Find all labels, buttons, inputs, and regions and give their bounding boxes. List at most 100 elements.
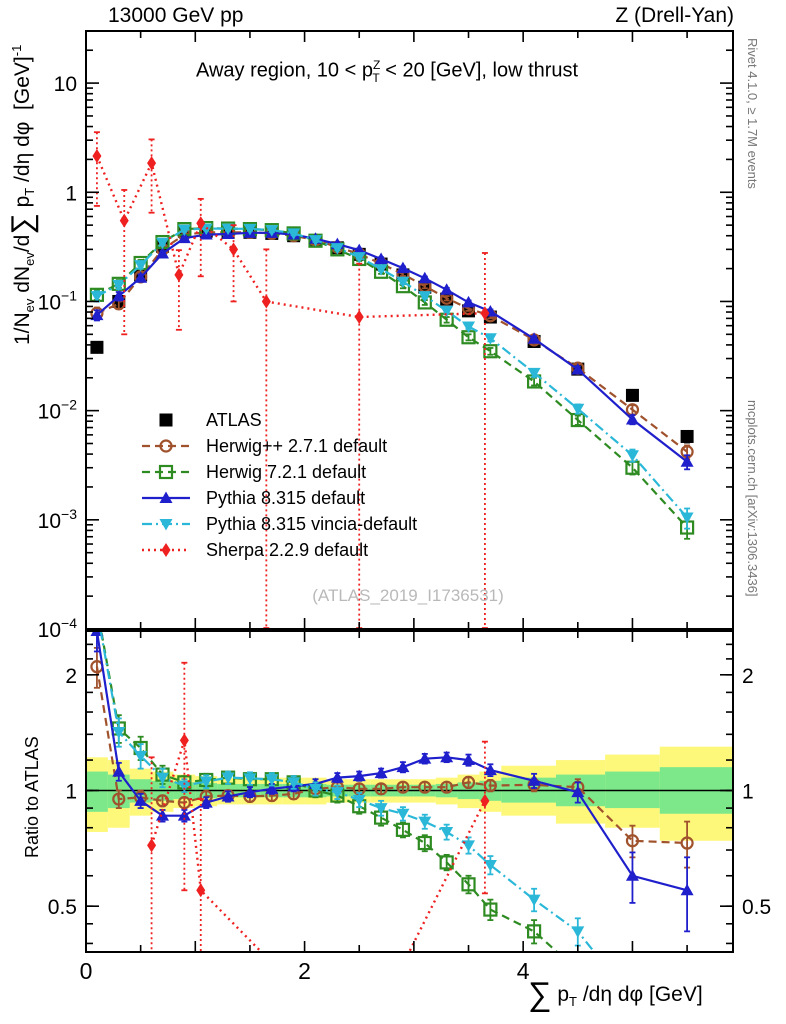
- data-point: [352, 252, 366, 264]
- legend: ATLAS Herwig++ 2.7.1 default Herwig 7.2.1 …: [140, 407, 417, 563]
- data-point: [527, 367, 541, 380]
- data-point: [374, 766, 388, 779]
- data-point: [155, 794, 170, 808]
- main-y-tick-labels: 10−4 10−3 10−2 10−1 1 10: [38, 73, 78, 642]
- data-point: [196, 216, 206, 231]
- data-point: [134, 260, 148, 272]
- data-point: [265, 774, 279, 786]
- svg-text:10−2: 10−2: [38, 397, 78, 424]
- ratio-series-herwig-2-7-1-default: [90, 646, 694, 869]
- data-point: [199, 796, 213, 808]
- data-point: [229, 242, 239, 257]
- x-axis-label: ∑ pT /dη dφ [GeV]: [528, 975, 703, 1012]
- data-point: [440, 826, 454, 839]
- data-point: [221, 223, 235, 236]
- legend-marker-square-open: [142, 464, 190, 480]
- legend-entry[interactable]: Herwig 7.2.1 default: [140, 459, 417, 485]
- data-point: [156, 809, 170, 821]
- data-point: [352, 794, 366, 807]
- legend-entry[interactable]: Pythia 8.315 vincia-default: [140, 511, 417, 537]
- ylabel-text: 1/Nev dNev/d∑ pT /dη dφ [GeV]-1: [6, 44, 39, 345]
- ratio-panel: 0.5 0.5 1 1 2 2 0 2 4: [48, 630, 771, 984]
- data-point: [440, 283, 454, 295]
- data-point: [159, 519, 173, 531]
- legend-label: Herwig 7.2.1 default: [206, 461, 367, 482]
- legend-marker-diamond: [142, 543, 190, 557]
- data-point: [462, 840, 476, 852]
- data-point: [462, 753, 476, 766]
- data-point: [462, 321, 476, 333]
- data-point: [571, 363, 585, 375]
- data-point: [177, 224, 191, 237]
- data-point: [199, 776, 213, 789]
- data-point: [527, 774, 541, 786]
- data-point: [440, 780, 454, 794]
- data-point: [177, 780, 191, 793]
- data-point: [374, 264, 388, 276]
- data-point: [680, 512, 694, 525]
- main-y-axis-label: 1/Nev dNev/d∑ pT /dη dφ [GeV]-1: [6, 45, 40, 345]
- data-point: [480, 793, 490, 808]
- data-point: [396, 760, 410, 773]
- legend-entry[interactable]: Pythia 8.315 default: [140, 485, 417, 511]
- data-point: [159, 413, 173, 427]
- data-point: [461, 775, 476, 789]
- legend-label: Herwig++ 2.7.1 default: [206, 435, 388, 456]
- data-point: [480, 306, 490, 321]
- ratio-y-axis-label: Ratio to ATLAS: [22, 736, 43, 858]
- data-point: [680, 836, 694, 850]
- svg-text:10−4: 10−4: [38, 615, 78, 642]
- data-point: [179, 733, 189, 748]
- legend-entry[interactable]: Herwig++ 2.7.1 default: [140, 433, 417, 459]
- dataset-watermark: (ATLAS_2019_I1736531): [312, 586, 504, 605]
- svg-text:2: 2: [742, 665, 754, 688]
- data-point: [625, 869, 639, 881]
- ratio-series-sherpa-2-2-9-default: [147, 661, 490, 952]
- data-point: [395, 822, 411, 837]
- mcplots-label: mcplots.cern.ch [arXiv:1306.3436]: [745, 400, 760, 597]
- data-point: [396, 780, 410, 794]
- data-point: [330, 243, 344, 255]
- legend-entry[interactable]: Sherpa 2.2.9 default: [140, 537, 417, 563]
- data-point: [330, 787, 344, 799]
- svg-text:2: 2: [298, 958, 311, 984]
- svg-text:1: 1: [742, 780, 754, 803]
- svg-text:2: 2: [65, 665, 77, 688]
- legend-marker-square-filled: [159, 413, 173, 427]
- main-frame: [85, 30, 734, 630]
- ratio-series-pythia-8-315-default: [90, 631, 694, 933]
- data-point: [243, 773, 257, 785]
- svg-text:0: 0: [80, 958, 93, 984]
- main-panel: 10−4 10−3 10−2 10−1 1 10: [38, 30, 734, 642]
- data-point: [374, 782, 388, 796]
- data-point: [571, 403, 585, 416]
- data-point: [526, 924, 542, 939]
- data-point: [483, 859, 497, 872]
- svg-text:10: 10: [54, 73, 77, 96]
- x-axis-ticks: 0 2 4: [80, 631, 688, 984]
- data-point: [112, 792, 126, 806]
- svg-text:10−1: 10−1: [38, 287, 78, 314]
- legend-label: Pythia 8.315 vincia-default: [206, 513, 418, 534]
- legend-label: ATLAS: [206, 409, 262, 430]
- data-point: [147, 156, 157, 171]
- ratio-y-tick-labels: 0.5 0.5 1 1 2 2: [48, 665, 771, 919]
- rivet-version-text: Rivet 4.1.0, ≥ 1.7M events: [745, 38, 760, 189]
- data-point: [90, 291, 104, 303]
- data-point: [309, 235, 323, 247]
- data-point: [440, 750, 454, 763]
- svg-text:4: 4: [517, 958, 530, 984]
- data-point: [174, 267, 184, 282]
- data-point: [287, 777, 301, 789]
- main-axis-ticks: [85, 30, 733, 630]
- data-point: [156, 772, 170, 785]
- data-point: [309, 783, 323, 796]
- legend-entry[interactable]: ATLAS: [140, 407, 417, 433]
- data-point: [112, 279, 126, 292]
- series-sherpa-2-2-9-default: [92, 131, 490, 629]
- data-point: [418, 271, 432, 284]
- data-point: [243, 785, 257, 798]
- data-point: [159, 439, 173, 453]
- data-point: [396, 261, 410, 274]
- data-point: [265, 225, 279, 237]
